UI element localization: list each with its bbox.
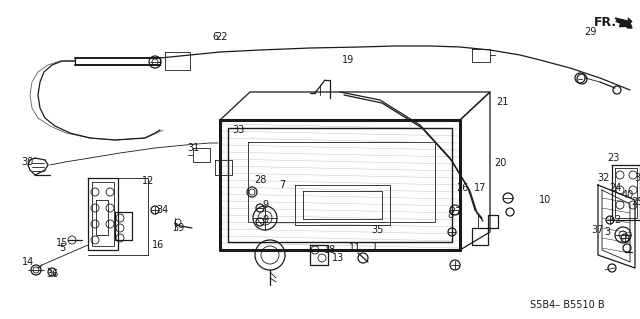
Text: 20: 20	[494, 158, 506, 168]
Text: 28: 28	[254, 175, 266, 185]
Text: 34: 34	[156, 205, 168, 215]
Text: 40: 40	[622, 190, 634, 200]
Text: 3: 3	[604, 227, 610, 237]
Text: 30: 30	[21, 157, 33, 167]
Text: 16: 16	[152, 240, 164, 250]
Text: 19: 19	[342, 55, 354, 65]
Text: 25: 25	[632, 197, 640, 207]
Text: 35: 35	[372, 225, 384, 235]
Text: 33: 33	[232, 125, 244, 135]
Text: 36: 36	[46, 269, 58, 279]
Text: 37: 37	[592, 225, 604, 235]
Text: 21: 21	[496, 97, 508, 107]
Polygon shape	[615, 18, 632, 28]
Text: 39: 39	[172, 223, 184, 233]
Text: 31: 31	[187, 143, 199, 153]
Text: 11: 11	[349, 243, 361, 253]
Text: 18: 18	[324, 245, 336, 255]
Text: FR.: FR.	[594, 16, 617, 28]
Text: 12: 12	[142, 176, 154, 186]
Text: 38: 38	[634, 173, 640, 183]
Text: 24: 24	[609, 183, 621, 193]
Text: 14: 14	[22, 257, 34, 267]
Text: 22: 22	[216, 32, 228, 42]
Text: 13: 13	[332, 253, 344, 263]
Text: 15: 15	[56, 238, 68, 248]
Text: 6: 6	[212, 32, 218, 42]
Text: 2: 2	[614, 215, 620, 225]
Text: 7: 7	[279, 180, 285, 190]
Text: 23: 23	[607, 153, 619, 163]
Text: 27: 27	[449, 207, 461, 217]
Text: 9: 9	[262, 215, 268, 225]
Text: 10: 10	[539, 195, 551, 205]
Text: S5B4– B5510 B: S5B4– B5510 B	[530, 300, 605, 310]
Text: 9: 9	[262, 200, 268, 210]
Text: 32: 32	[597, 173, 609, 183]
Text: 1: 1	[372, 242, 378, 252]
Text: 5: 5	[59, 243, 65, 253]
FancyArrowPatch shape	[616, 20, 627, 26]
Text: 26: 26	[456, 183, 468, 193]
Text: 8: 8	[447, 210, 453, 220]
Text: 17: 17	[474, 183, 486, 193]
Text: 29: 29	[584, 27, 596, 37]
